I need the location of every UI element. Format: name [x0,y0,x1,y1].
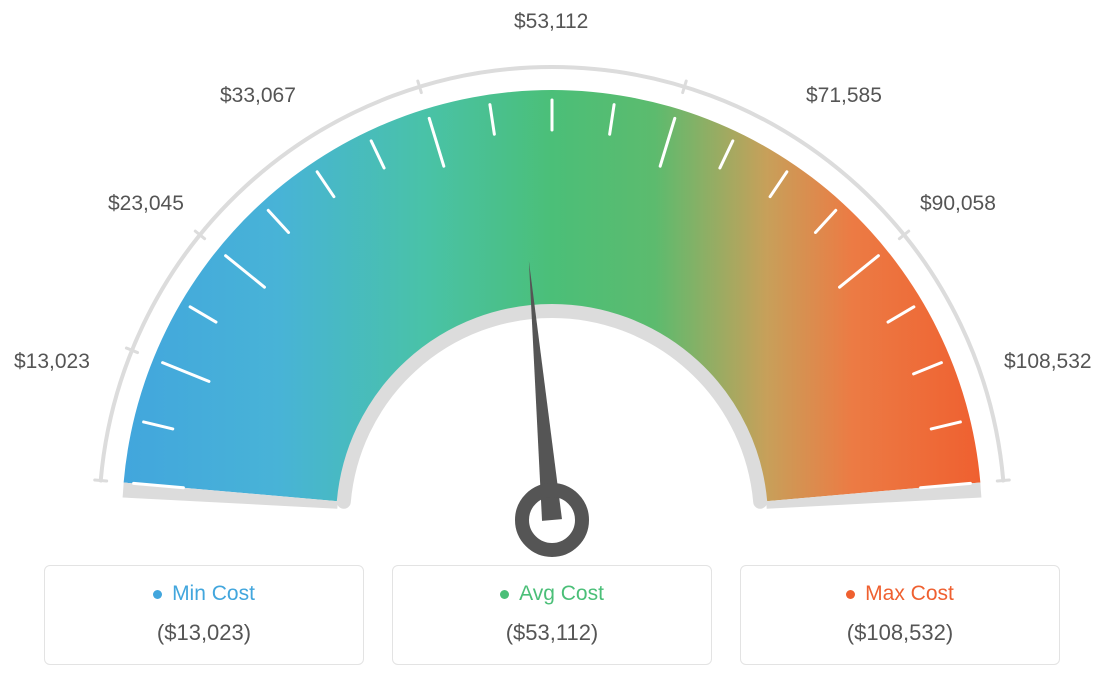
gauge-tick-label: $71,585 [806,84,882,108]
legend-card-max: Max Cost ($108,532) [740,565,1060,665]
legend-card-avg: Avg Cost ($53,112) [392,565,712,665]
gauge-chart-container: $13,023 $23,045 $33,067 $53,112 $71,585 $90,0… [0,0,1104,690]
gauge-tick-label: $90,058 [920,192,996,216]
dot-icon-max [846,590,855,599]
legend-title-max: Max Cost [846,582,954,606]
gauge-tick-label: $108,532 [1004,350,1092,374]
legend-row: Min Cost ($13,023) Avg Cost ($53,112) Ma… [0,565,1104,665]
gauge-svg [0,0,1104,560]
gauge-tick-label: $33,067 [220,84,296,108]
legend-title-min-text: Min Cost [172,582,255,606]
gauge-tick-label: $53,112 [514,10,588,34]
legend-value-avg: ($53,112) [403,620,701,646]
gauge-tick-label: $13,023 [14,350,90,374]
dot-icon-avg [500,590,509,599]
legend-title-avg: Avg Cost [500,582,604,606]
gauge-area: $13,023 $23,045 $33,067 $53,112 $71,585 $90,0… [0,0,1104,560]
legend-value-min: ($13,023) [55,620,353,646]
legend-value-max: ($108,532) [751,620,1049,646]
gauge-tick-label: $23,045 [108,192,184,216]
legend-title-min: Min Cost [153,582,255,606]
legend-title-avg-text: Avg Cost [519,582,604,606]
legend-card-min: Min Cost ($13,023) [44,565,364,665]
dot-icon-min [153,590,162,599]
legend-title-max-text: Max Cost [865,582,954,606]
